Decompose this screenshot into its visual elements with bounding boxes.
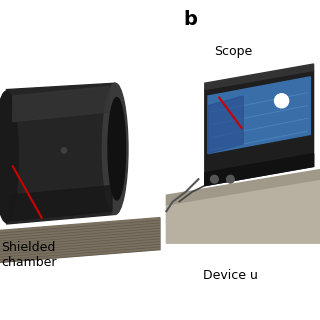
Ellipse shape [0, 91, 18, 222]
Circle shape [61, 148, 67, 153]
Circle shape [227, 175, 234, 183]
Polygon shape [10, 186, 112, 221]
Polygon shape [166, 170, 320, 205]
Polygon shape [205, 64, 314, 90]
Polygon shape [13, 86, 109, 122]
Polygon shape [205, 70, 314, 186]
Circle shape [211, 175, 218, 183]
Ellipse shape [102, 83, 128, 214]
Text: Shielded
chamber: Shielded chamber [2, 241, 57, 269]
Polygon shape [6, 83, 115, 224]
Text: b: b [183, 10, 197, 28]
Polygon shape [205, 154, 314, 186]
Polygon shape [166, 179, 320, 243]
Circle shape [275, 94, 289, 108]
Polygon shape [208, 96, 243, 154]
Polygon shape [208, 77, 310, 154]
Ellipse shape [108, 98, 125, 200]
Polygon shape [0, 218, 160, 262]
Text: Device u: Device u [203, 268, 258, 282]
Text: Scope: Scope [214, 44, 253, 58]
